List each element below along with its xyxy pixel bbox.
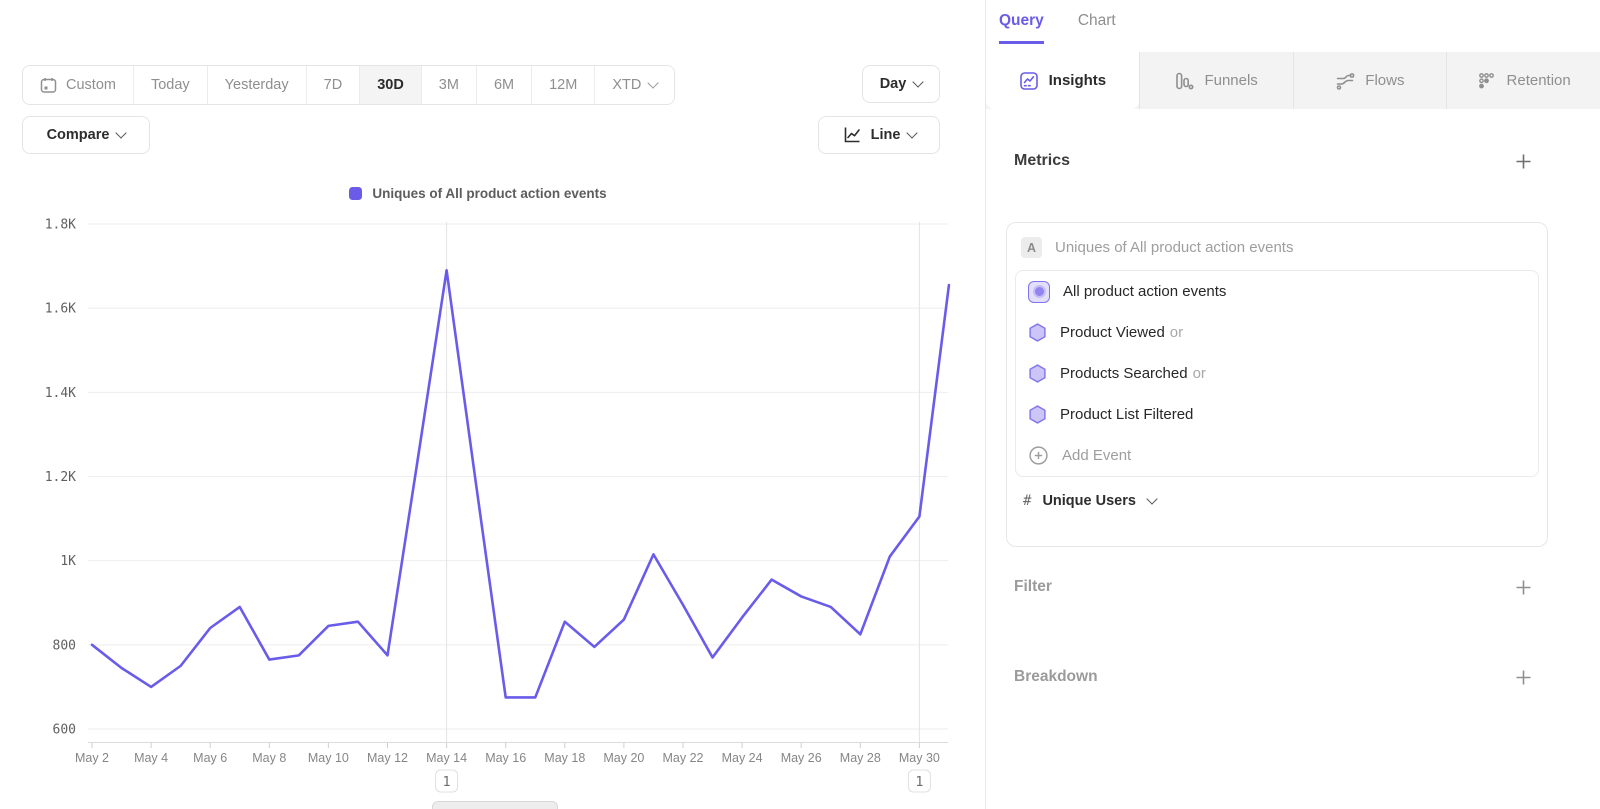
or-connector: or (1169, 323, 1184, 341)
y-axis-tick-label: 600 (53, 723, 76, 738)
annotation-badge-label: 1 (915, 774, 923, 790)
tab-query[interactable]: Query (999, 12, 1044, 44)
measurement-dropdown[interactable]: # Unique Users (1007, 477, 1547, 509)
y-axis-tick-label: 1.4K (45, 386, 76, 401)
series-title: Uniques of All product action events (1055, 239, 1294, 256)
circle-plus-icon (1028, 445, 1049, 466)
granularity-dropdown[interactable]: Day (862, 65, 940, 103)
retention-icon (1477, 71, 1497, 91)
x-axis-tick-label: May 30 (899, 751, 940, 765)
y-axis-tick-label: 1.2K (45, 470, 76, 485)
x-axis-tick-label: May 28 (840, 751, 881, 765)
tab-insights[interactable]: Insights (986, 52, 1139, 109)
range-today-button[interactable]: Today (132, 66, 207, 104)
funnels-icon (1174, 71, 1194, 91)
insights-icon (1019, 71, 1039, 91)
event-row-all-product-action-events[interactable]: All product action events (1016, 271, 1538, 312)
date-range-control: Custom Today Yesterday 7D 30D 3M 6M 12M … (22, 65, 676, 105)
metric-card: A Uniques of All product action events A… (1006, 222, 1548, 547)
compare-dropdown[interactable]: Compare (22, 116, 150, 154)
panel-divider (985, 0, 986, 809)
x-axis-tick-label: May 16 (485, 751, 526, 765)
series-letter-badge: A (1021, 237, 1042, 258)
event-row-product-viewed[interactable]: Product Viewed or (1016, 312, 1538, 353)
add-filter-button[interactable] (1514, 578, 1532, 596)
x-axis-tick-label: May 4 (134, 751, 168, 765)
range-6m-button[interactable]: 6M (475, 66, 532, 104)
range-yesterday-button[interactable]: Yesterday (206, 66, 306, 104)
analysis-type-tabs: Insights Funnels Flows (986, 52, 1600, 109)
calendar-icon (40, 77, 57, 94)
add-breakdown-button[interactable] (1514, 668, 1532, 686)
hexagon-event-icon (1028, 405, 1047, 424)
tab-chart[interactable]: Chart (1077, 12, 1116, 29)
or-connector: or (1192, 364, 1206, 382)
hexagon-event-icon (1028, 364, 1047, 383)
x-axis-tick-label: May 14 (426, 751, 467, 765)
range-label: Custom (66, 77, 116, 93)
metrics-heading: Metrics (1014, 152, 1071, 169)
x-axis-tick-label: May 20 (603, 751, 644, 765)
event-group-icon (1028, 280, 1050, 303)
x-axis-tick-label: May 26 (781, 751, 822, 765)
y-axis-tick-label: 1.8K (45, 218, 76, 233)
legend-label: Uniques of All product action events (372, 186, 607, 201)
x-axis-tick-label: May 18 (544, 751, 585, 765)
event-row-products-searched[interactable]: Products Searched or (1016, 353, 1538, 394)
tab-funnels[interactable]: Funnels (1138, 52, 1293, 109)
metric-card-header: A Uniques of All product action events (1007, 223, 1547, 270)
range-30d-button[interactable]: 30D (359, 66, 421, 104)
add-event-button[interactable]: Add Event (1016, 435, 1538, 476)
x-axis-tick-label: May 22 (663, 751, 704, 765)
line-chart[interactable]: 600 800 1K 1.2K 1.4K 1.6K 1.8K May 2 May 4 May 6 M… (0, 0, 985, 809)
x-axis-tick-label: May 2 (75, 751, 109, 765)
chart-legend-item[interactable]: Uniques of All product action events (88, 186, 868, 201)
flows-icon (1335, 71, 1355, 91)
breakdown-section-heading: Breakdown (1014, 668, 1098, 685)
hash-icon: # (1023, 493, 1032, 509)
annotation-badge-label: 1 (443, 774, 451, 790)
x-axis-tick-label: May 12 (367, 751, 408, 765)
filter-section-heading: Filter (1014, 578, 1052, 595)
x-axis-tick-label: May 6 (193, 751, 227, 765)
range-12m-button[interactable]: 12M (531, 66, 595, 104)
range-custom-button[interactable]: Custom (23, 66, 133, 104)
y-axis-tick-label: 1.6K (45, 302, 76, 317)
chevron-down-icon (1146, 493, 1158, 505)
event-list: All product action events Product Viewed… (1015, 270, 1539, 477)
panel-top-tabs: Query Chart (999, 12, 1116, 44)
y-axis-tick-label: 1K (60, 554, 76, 569)
range-3m-button[interactable]: 3M (420, 66, 476, 104)
range-xtd-button[interactable]: XTD (594, 66, 675, 104)
y-axis-tick-label: 800 (53, 638, 76, 653)
tab-retention[interactable]: Retention (1446, 52, 1600, 109)
line-chart-icon (842, 125, 862, 145)
add-metric-button[interactable] (1514, 152, 1532, 170)
legend-swatch (349, 187, 363, 200)
x-axis-tick-label: May 24 (722, 751, 763, 765)
x-axis-tick-label: May 8 (252, 751, 286, 765)
annotation-badge[interactable] (907, 769, 931, 793)
tab-flows[interactable]: Flows (1292, 52, 1447, 109)
clipped-tooltip-fragment (432, 801, 558, 809)
x-axis-tick-label: May 10 (308, 751, 349, 765)
range-7d-button[interactable]: 7D (305, 66, 360, 104)
annotation-badge[interactable] (435, 769, 459, 793)
chart-type-dropdown[interactable]: Line (818, 116, 940, 154)
event-row-product-list-filtered[interactable]: Product List Filtered (1016, 394, 1538, 435)
hexagon-event-icon (1028, 323, 1047, 342)
